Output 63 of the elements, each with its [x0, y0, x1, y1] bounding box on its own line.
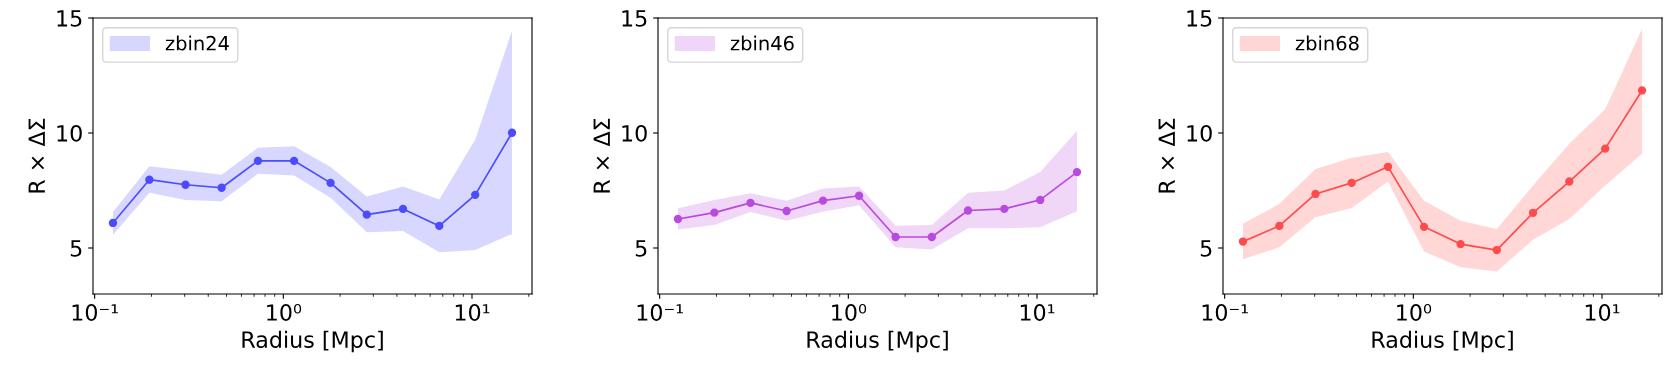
point — [1528, 208, 1538, 217]
point — [818, 196, 828, 205]
x-tick-label: 10⁻¹ — [1202, 304, 1248, 321]
point — [253, 156, 263, 165]
y-tick-label: 10 — [57, 124, 82, 142]
point — [891, 232, 900, 242]
x-tick-label: 10¹ — [1585, 304, 1620, 321]
x-tick-label: 10⁻¹ — [637, 304, 683, 321]
point — [435, 221, 444, 231]
point — [963, 206, 973, 215]
point — [1238, 237, 1248, 246]
y-tick-label: 15 — [1187, 10, 1212, 27]
point — [326, 178, 335, 188]
point — [181, 180, 190, 189]
x-tick-label: 10⁰ — [267, 304, 302, 321]
point — [289, 156, 299, 165]
point — [217, 183, 226, 192]
point — [927, 232, 936, 242]
point — [145, 175, 154, 184]
point — [1311, 189, 1320, 199]
x-axis-title: Radius [Mpc] — [807, 330, 948, 353]
point — [362, 210, 371, 219]
x-tick-label: 10¹ — [1020, 304, 1055, 321]
x-tick-label: 10⁰ — [832, 304, 867, 321]
y-axis-title: R × ΔΣ — [28, 118, 45, 193]
x-axis-title: Radius [Mpc] — [1372, 330, 1513, 353]
y-tick-label: 10 — [622, 124, 647, 142]
point — [471, 190, 480, 200]
y-axis-title: R × ΔΣ — [593, 118, 610, 193]
x-tick-label: 10⁻¹ — [72, 304, 118, 321]
legend-label: zbin46 — [730, 35, 794, 51]
legend-label: zbin24 — [165, 35, 229, 51]
point — [1456, 239, 1465, 249]
point — [507, 128, 517, 137]
y-tick-label: 5 — [70, 240, 82, 257]
point — [1000, 204, 1009, 214]
point — [1347, 178, 1356, 188]
point — [673, 214, 683, 224]
legend-label: zbin68 — [1295, 35, 1359, 51]
point — [1383, 162, 1393, 171]
point — [782, 206, 791, 216]
y-tick-label: 5 — [635, 240, 647, 257]
y-tick-label: 5 — [1200, 240, 1212, 257]
point — [1601, 144, 1610, 153]
point — [1565, 177, 1574, 186]
point — [1419, 222, 1429, 232]
y-axis-title: R × ΔΣ — [1158, 118, 1175, 193]
point — [1275, 221, 1284, 231]
y-tick-label: 15 — [57, 10, 82, 27]
point — [1492, 245, 1501, 255]
point — [854, 191, 864, 200]
point — [398, 204, 408, 214]
point — [1072, 167, 1082, 177]
x-tick-label: 10¹ — [455, 304, 490, 321]
point — [1637, 86, 1647, 95]
x-axis-title: Radius [Mpc] — [242, 330, 383, 353]
point — [746, 198, 755, 208]
x-tick-label: 10⁰ — [1397, 304, 1432, 321]
point — [108, 218, 118, 228]
point — [1036, 195, 1045, 205]
point — [710, 208, 719, 217]
y-tick-label: 15 — [622, 10, 647, 27]
y-tick-label: 10 — [1187, 124, 1212, 142]
